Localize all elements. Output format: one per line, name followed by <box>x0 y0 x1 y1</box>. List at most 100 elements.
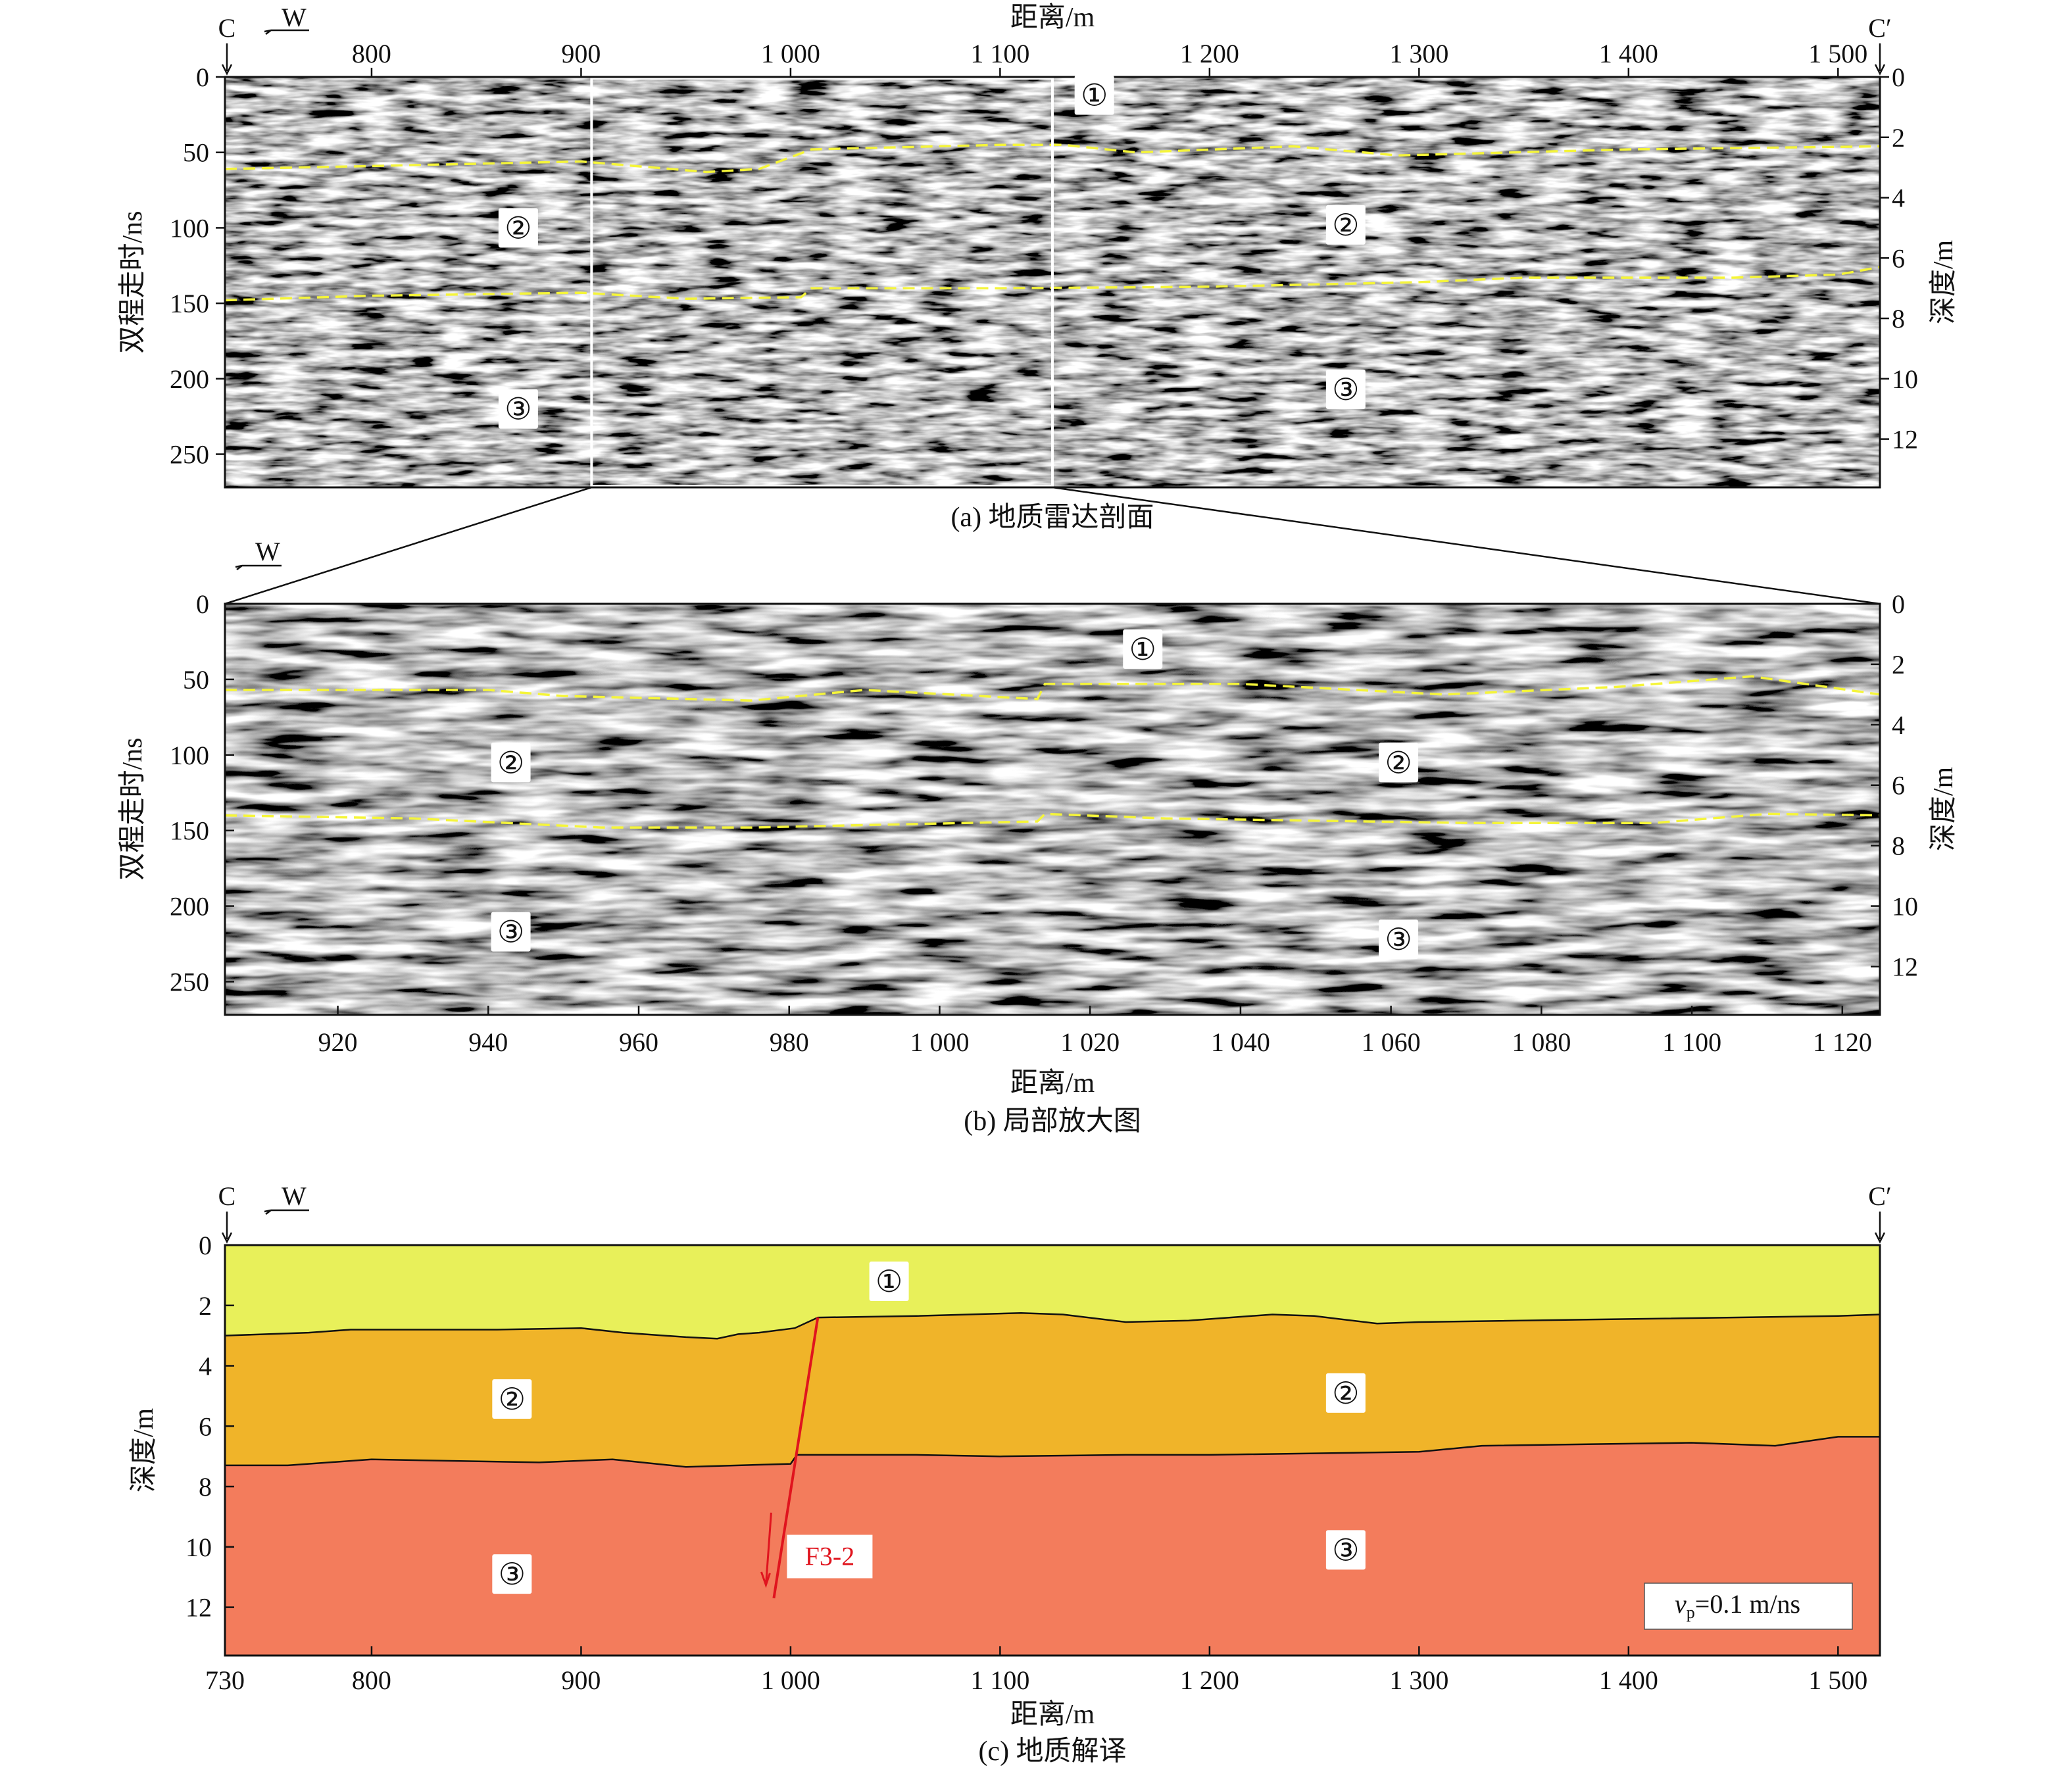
radar-image-b <box>225 604 1880 1015</box>
plot-frame-c <box>224 1244 1881 1657</box>
panel-c-x-tick-label: 1 300 <box>1389 1665 1448 1695</box>
zone-label: ② <box>1385 746 1412 779</box>
marker-c-start-arrow-icon <box>221 1212 233 1244</box>
zone-label: ② <box>497 746 524 779</box>
panel-a-y-right-tick-label: 0 <box>1892 62 1905 92</box>
panel-b-x-tick-label: 1 080 <box>1512 1027 1571 1057</box>
panel-a-caption: (a) 地质雷达剖面 <box>950 503 1154 533</box>
panel-c-y-tick-label: 2 <box>199 1291 212 1321</box>
direction-label-a: W <box>282 3 307 32</box>
direction-label-b: W <box>255 537 280 566</box>
panel-c-x-tick-label: 1 400 <box>1599 1665 1658 1695</box>
panel-a-xlabel: 距离/m <box>1010 2 1095 33</box>
panel-c-y-tick-label: 0 <box>199 1231 212 1260</box>
panel-b-x-tick-label: 980 <box>770 1027 809 1057</box>
zone-label: ③ <box>497 916 524 949</box>
panel-a-y-right-tick-label: 10 <box>1892 364 1918 394</box>
marker-c-start-arrow-icon <box>221 43 233 76</box>
zone-label-box <box>869 1262 909 1302</box>
panel-a-y-left-tick-label: 0 <box>196 62 209 92</box>
panel-c-x-tick-label: 730 <box>205 1665 245 1695</box>
panel-c-x-tick-label: 800 <box>352 1665 391 1695</box>
zoom-connector-right <box>1052 486 1881 605</box>
panel-a-y-right-tick-label: 12 <box>1892 425 1918 454</box>
zone-label: ② <box>505 211 531 245</box>
fault-arrow-icon <box>760 1512 772 1588</box>
panel-b-caption: (b) 局部放大图 <box>964 1106 1141 1137</box>
zone-label: ① <box>1081 79 1108 112</box>
fault-label: F3-2 <box>805 1541 855 1571</box>
panel-a-y-right-tick-label: 4 <box>1892 184 1905 213</box>
panel-a-x-tick-label: 1 300 <box>1389 39 1448 68</box>
panel-b-x-tick-label: 1 100 <box>1662 1027 1721 1057</box>
zone-label-box <box>1123 629 1163 669</box>
panel-b-y-left-tick-label: 150 <box>170 816 209 846</box>
boundary-1-2-line <box>225 1312 1880 1340</box>
panel-a-ylabel-left: 双程走时/ns <box>118 210 148 353</box>
panel-a-x-tick-label: 1 100 <box>970 39 1029 68</box>
west-arrow-icon <box>264 29 309 35</box>
marker-c-end-arrow-icon <box>1874 43 1886 76</box>
marker-c-end-arrow-icon <box>1874 1212 1886 1244</box>
zone-label: ② <box>499 1383 526 1416</box>
interface-1-2-line <box>225 675 1880 702</box>
zone-label-box <box>492 1379 532 1419</box>
panel-c-y-tick-label: 8 <box>199 1472 212 1502</box>
panel-c-xlabel: 距离/m <box>1010 1699 1095 1730</box>
zone-label: ③ <box>1332 1533 1359 1567</box>
panel-b-y-right-tick-label: 0 <box>1892 589 1905 619</box>
panel-b-x-tick-label: 1 020 <box>1060 1027 1120 1057</box>
zone-label: ③ <box>1385 923 1412 956</box>
panel-b-y-left-tick-label: 250 <box>170 967 209 996</box>
velocity-label: vp=0.1 m/ns <box>1675 1589 1800 1622</box>
zone-label: ③ <box>1332 373 1359 406</box>
panel-a-y-left-tick-label: 50 <box>183 138 209 168</box>
boundary-2-3-line <box>225 1436 1880 1468</box>
zone-label-box <box>1379 920 1419 960</box>
panel-a-y-right-tick-label: 2 <box>1892 123 1905 153</box>
panel-a-y-left-tick-label: 250 <box>170 440 209 470</box>
velocity-symbol: v <box>1675 1589 1687 1619</box>
direction-label-c: W <box>282 1181 307 1211</box>
zone-label-box <box>1325 369 1366 409</box>
panel-a-y-right-tick-label: 8 <box>1892 304 1905 333</box>
panel-b-y-right-tick-label: 8 <box>1892 831 1905 861</box>
panel-b-ylabel-right: 深度/m <box>1929 767 1959 852</box>
zone-label-box <box>492 1554 532 1594</box>
panel-a-y-right-tick-label: 6 <box>1892 243 1905 273</box>
zone-label: ① <box>1129 633 1156 666</box>
panel-b-y-right-tick-label: 4 <box>1892 710 1905 740</box>
interface-1-2-line <box>225 143 1880 174</box>
panel-a-x-tick-label: 1 200 <box>1180 39 1239 68</box>
velocity-subscript: p <box>1687 1603 1695 1622</box>
zone-label-box <box>491 743 531 783</box>
marker-c-end: C′ <box>1868 1181 1891 1211</box>
west-arrow-icon <box>235 564 282 570</box>
panel-b-x-tick-label: 940 <box>468 1027 508 1057</box>
velocity-box <box>1644 1583 1853 1630</box>
layer-3 <box>225 1436 1880 1656</box>
zoom-window <box>590 77 1054 487</box>
panel-c-y-tick-label: 12 <box>185 1593 212 1623</box>
panel-c-x-tick-label: 1 500 <box>1808 1665 1867 1695</box>
zone-label-box <box>1325 1530 1366 1570</box>
plot-frame-b <box>224 602 1881 1016</box>
panel-a-x-tick-label: 1 400 <box>1599 39 1658 68</box>
panel-b-y-left-tick-label: 200 <box>170 892 209 921</box>
zoom-connector-left <box>224 486 592 605</box>
fault-label-box <box>787 1535 873 1579</box>
panel-a-y-left-tick-label: 200 <box>170 364 209 394</box>
panel-b-x-tick-label: 1 000 <box>910 1027 969 1057</box>
panel-a: ①② ②③③ 800 900 1 000 1 100 1 200 1 300 1 400 1 5… <box>118 2 1959 533</box>
zone-label-box <box>1325 205 1366 245</box>
panel-b-y-left-tick-label: 100 <box>170 741 209 770</box>
panel-b-y-left-tick-label: 0 <box>196 589 209 619</box>
panel-c-x-tick-label: 1 000 <box>761 1665 820 1695</box>
panel-b-y-right-tick-label: 2 <box>1892 650 1905 679</box>
zone-label-box <box>491 912 531 952</box>
panel-a-y-left-tick-label: 100 <box>170 213 209 243</box>
panel-a-x-tick-label: 1 500 <box>1808 39 1867 68</box>
panel-a-x-tick-label: 800 <box>352 39 391 68</box>
zone-label: ② <box>1332 1377 1359 1410</box>
